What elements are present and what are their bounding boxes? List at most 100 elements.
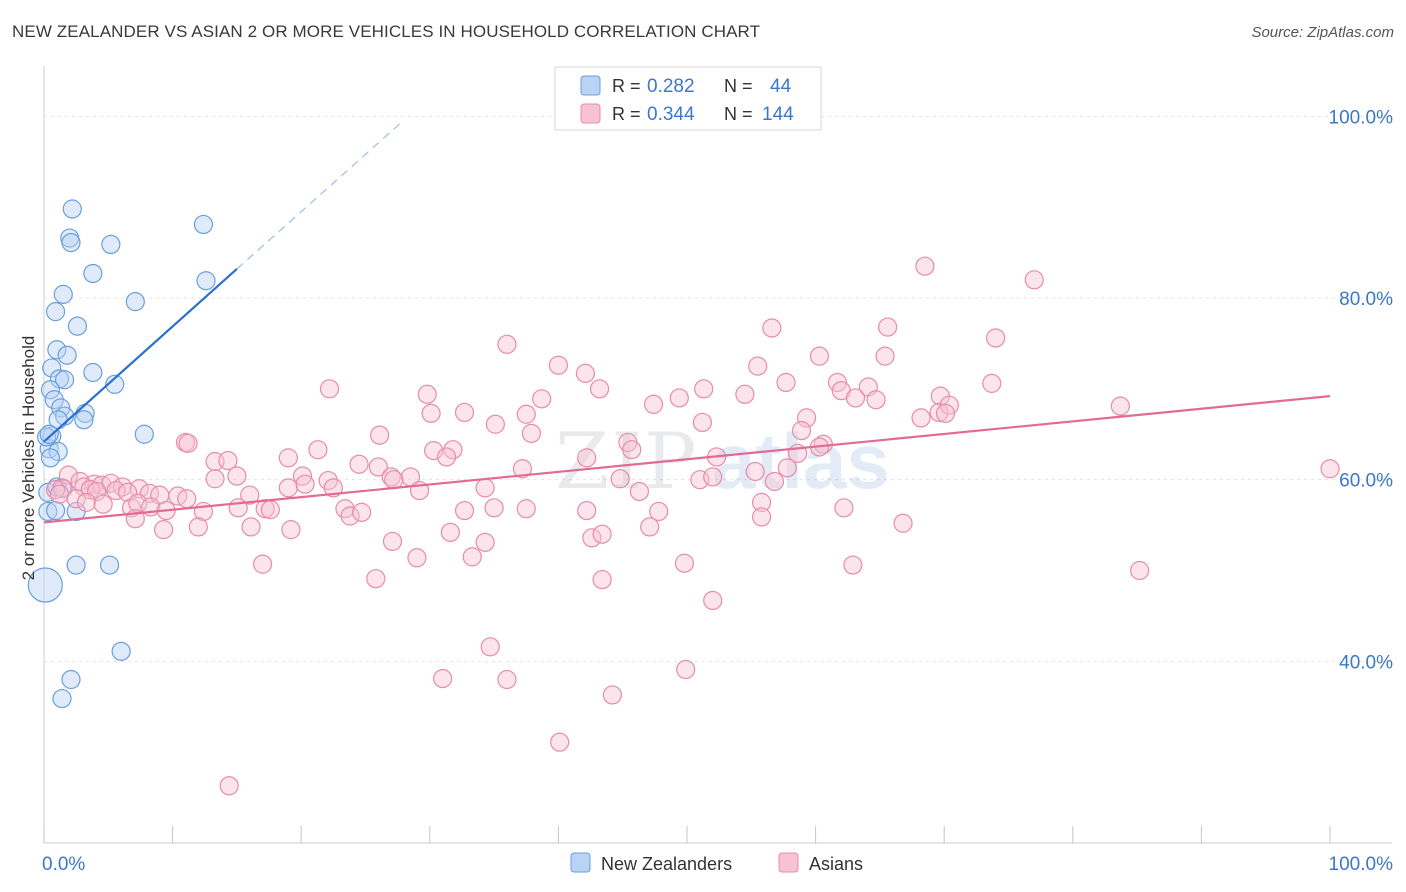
asians-point-126 — [440, 522, 460, 542]
asians-point-25 — [643, 394, 664, 414]
asians-point-135 — [462, 547, 482, 567]
new-zealanders-point-33 — [38, 501, 58, 522]
new-zealanders-point-10 — [67, 316, 88, 336]
asians-point-145 — [433, 668, 453, 689]
asians-point-122 — [153, 520, 174, 540]
asians-point-7 — [875, 346, 895, 366]
new-zealanders-point-14 — [83, 362, 103, 383]
legend-swatch-asians — [580, 103, 601, 124]
asians-point-57 — [368, 457, 388, 477]
new-zealanders-point-37 — [27, 567, 63, 603]
asians-point-58 — [512, 459, 532, 479]
new-zealanders-point-42 — [36, 427, 57, 447]
legend-r-value-0: 0.282 — [647, 76, 695, 97]
asians-point-27 — [866, 390, 886, 410]
legend-bottom-swatch-asians — [778, 852, 799, 873]
new-zealanders-point-29 — [40, 448, 61, 468]
asians-point-86 — [129, 479, 149, 499]
asians-point-128 — [582, 528, 602, 548]
asians-point-68 — [610, 469, 630, 489]
new-zealanders-point-36 — [99, 555, 120, 575]
asians-point-24 — [532, 389, 552, 409]
asians-point-71 — [764, 471, 785, 492]
legend-r-label-0: R = — [612, 76, 641, 96]
new-zealanders-point-17 — [105, 374, 125, 394]
legend-r-value-1: 0.344 — [647, 104, 695, 125]
asians-point-15 — [589, 379, 610, 399]
new-zealanders-point-40 — [52, 688, 72, 709]
y-tick-label-2: 80.0% — [1339, 289, 1393, 310]
asians-point-100 — [66, 489, 86, 509]
legend-series-name-0: New Zealanders — [601, 854, 732, 874]
asians-point-149 — [219, 776, 239, 796]
new-zealanders-point-13 — [42, 358, 62, 378]
new-zealanders-point-24 — [74, 410, 94, 430]
new-zealanders-point-5 — [83, 263, 103, 284]
asians-point-125 — [281, 520, 301, 540]
asians-point-139 — [366, 569, 386, 589]
asians-point-96 — [177, 489, 197, 509]
asians-point-2 — [762, 318, 782, 338]
asians-point-39 — [370, 425, 390, 445]
asians-point-14 — [417, 384, 437, 404]
legend-series: New Zealanders Asians — [570, 852, 863, 874]
new-zealanders-point-7 — [53, 284, 73, 304]
asians-point-40 — [521, 423, 541, 443]
asians-point-124 — [241, 517, 261, 537]
asians-point-1 — [1024, 270, 1044, 290]
asians-point-36 — [692, 412, 713, 433]
asians-point-119 — [751, 492, 772, 512]
legend-n-label-0: N = — [724, 76, 753, 96]
legend-stats: R = 0.282 N = 44 R = 0.344 N = 144 — [554, 66, 822, 131]
trend-line-asians — [43, 395, 1331, 524]
asians-point-9 — [748, 356, 768, 376]
asians-point-62 — [1320, 459, 1340, 479]
asians-point-120 — [834, 498, 854, 518]
asians-point-59 — [577, 448, 597, 468]
trend-line-new-zealanders — [43, 268, 238, 443]
asians-point-50 — [622, 440, 642, 460]
legend-n-value-1: 144 — [762, 104, 794, 125]
asians-point-114 — [454, 500, 475, 521]
asians-point-61 — [777, 458, 797, 478]
asians-point-63 — [205, 469, 225, 489]
new-zealanders-point-25 — [134, 424, 154, 444]
asians-point-4 — [986, 328, 1006, 348]
new-zealanders-point-35 — [66, 555, 86, 575]
asians-point-23 — [669, 388, 689, 408]
asians-point-38 — [791, 421, 812, 441]
y-tick-label-1: 60.0% — [1339, 471, 1393, 492]
asians-point-144 — [676, 659, 696, 680]
asians-point-133 — [382, 531, 403, 552]
asians-point-22 — [929, 402, 949, 423]
asians-point-53 — [218, 450, 238, 471]
tick-labels: 40.0% 60.0% 80.0% 100.0% 0.0% 100.0% — [42, 107, 1393, 875]
asians-point-32 — [454, 402, 475, 423]
y-axis-label: 2 or more Vehicles in Household — [19, 336, 38, 581]
asians-point-8 — [548, 355, 569, 375]
asians-point-12 — [982, 373, 1002, 393]
asians-point-17 — [735, 384, 755, 404]
new-zealanders-point-4 — [193, 214, 214, 235]
asians-point-143 — [480, 637, 500, 657]
x-tick-label-1: 100.0% — [1329, 854, 1394, 875]
asians-point-33 — [516, 404, 536, 424]
asians-point-140 — [592, 569, 612, 590]
new-zealanders-point-16 — [54, 370, 75, 390]
asians-point-115 — [484, 498, 504, 518]
chart-title: NEW ZEALANDER VS ASIAN 2 OR MORE VEHICLE… — [12, 22, 761, 41]
legend-bottom-swatch-new-zealanders — [570, 852, 591, 873]
asians-point-137 — [843, 555, 863, 575]
asians-point-34 — [911, 408, 931, 428]
asians-point-13 — [319, 379, 340, 399]
asians-point-123 — [188, 517, 208, 537]
asians-point-46 — [308, 440, 328, 460]
asians-point-146 — [497, 669, 517, 690]
legend-series-name-1: Asians — [809, 854, 863, 874]
new-zealanders-point-41 — [45, 500, 66, 521]
asians-point-118 — [649, 501, 669, 522]
asians-point-6 — [809, 346, 830, 366]
y-tick-label-3: 100.0% — [1329, 107, 1394, 128]
asians-point-110 — [260, 500, 280, 520]
